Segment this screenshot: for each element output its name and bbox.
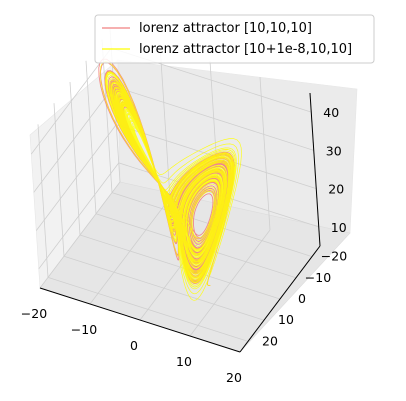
- z-tick-label: 30: [326, 143, 342, 158]
- x-tick-label: 10: [176, 354, 192, 369]
- z-tick-label: 20: [328, 182, 344, 197]
- z-tick-label: 40: [323, 105, 339, 120]
- y-tick-label: −10: [305, 270, 331, 285]
- legend-label-series-1: lorenz attractor [10,10,10]: [139, 21, 312, 36]
- x-tick-label: −20: [21, 306, 47, 321]
- x-tick-label: 20: [226, 370, 242, 385]
- legend-label-series-2: lorenz attractor [10+1e-8,10,10]: [139, 42, 352, 57]
- y-tick-label: 10: [278, 312, 294, 327]
- x-tick-label: −10: [71, 322, 97, 337]
- z-tick-label: 10: [331, 220, 347, 235]
- x-tick-label: 0: [130, 338, 138, 353]
- y-tick-label: 0: [298, 291, 306, 306]
- legend: lorenz attractor [10,10,10] lorenz attra…: [95, 15, 374, 63]
- y-tick-label: 20: [262, 333, 278, 348]
- y-tick-label: −20: [321, 249, 347, 264]
